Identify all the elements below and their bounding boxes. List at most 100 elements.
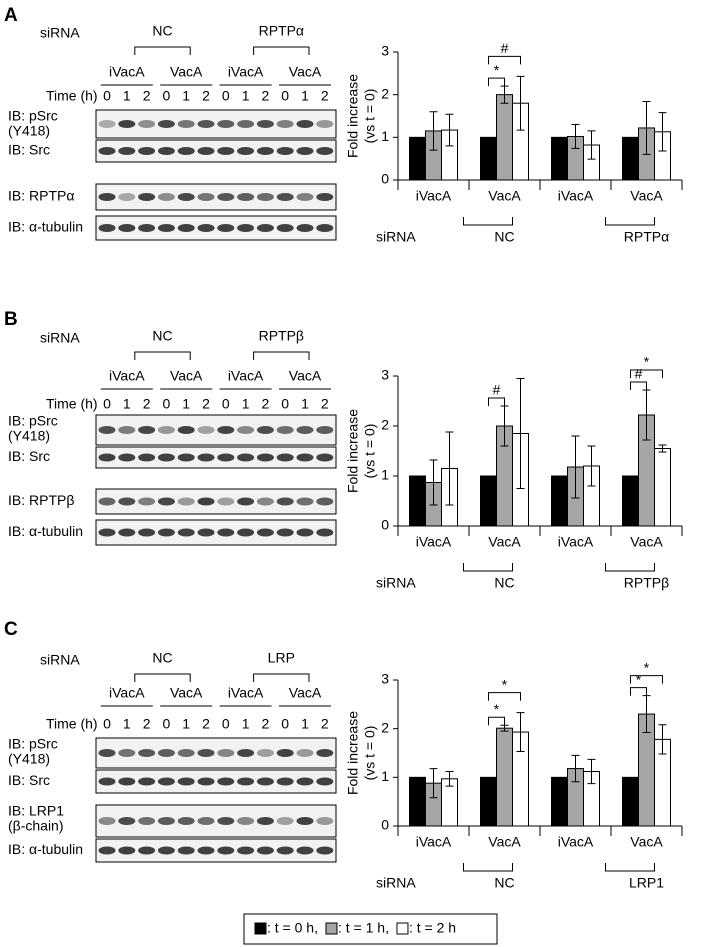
y-tick-label: 1 — [381, 467, 389, 483]
blot-row-label: (Y418) — [8, 751, 50, 767]
blot-band — [237, 147, 255, 155]
bar — [551, 776, 568, 827]
time-label: 1 — [301, 88, 309, 104]
sirna-label: siRNA — [376, 875, 416, 891]
blot-band — [316, 453, 334, 462]
significance-mark: * — [644, 354, 650, 370]
blot-band — [217, 147, 235, 155]
blot-band — [237, 193, 255, 201]
blot-band — [138, 749, 156, 757]
time-label: 1 — [242, 88, 250, 104]
blot-band — [98, 497, 116, 506]
time-label: 0 — [281, 88, 289, 104]
blot-box — [95, 737, 337, 769]
blot-band — [197, 817, 215, 825]
blot-row-label: IB: RPTPβ — [8, 492, 74, 508]
blot-band — [118, 817, 136, 825]
y-tick-label: 3 — [381, 671, 389, 687]
time-label: 1 — [123, 716, 131, 732]
blot-band — [256, 846, 274, 855]
blot-band — [157, 147, 175, 155]
group-bracket — [253, 351, 310, 360]
blot-band — [296, 453, 314, 462]
blot-band — [276, 426, 294, 434]
blot-band — [316, 426, 334, 434]
x-tick-label: iVacA — [416, 834, 452, 850]
time-label: 1 — [123, 88, 131, 104]
group-bracket — [134, 673, 191, 682]
blot-band — [118, 777, 136, 786]
blot-band — [276, 777, 294, 786]
blot-band — [316, 193, 334, 201]
y-axis-label: Fold increase — [345, 711, 361, 795]
blot-band — [256, 120, 274, 128]
blot-band — [237, 453, 255, 462]
blot-band — [237, 749, 255, 757]
time-label: 0 — [103, 716, 111, 732]
y-axis-label: (vs t = 0) — [362, 424, 378, 479]
time-label: 0 — [222, 396, 230, 412]
error-bar — [429, 459, 438, 506]
blot-band — [316, 846, 334, 855]
x-tick-label: VacA — [488, 188, 521, 204]
blot-band — [217, 817, 235, 825]
blot-box — [95, 183, 337, 211]
blot-band — [256, 453, 274, 462]
significance-bracket — [630, 675, 663, 684]
x-tick-label: VacA — [488, 534, 521, 550]
time-axis-label: Time (h) — [46, 88, 98, 104]
subgroup-label: VacA — [289, 685, 322, 701]
significance-mark: # — [493, 382, 501, 398]
time-label: 0 — [222, 716, 230, 732]
subgroup-label: VacA — [289, 368, 322, 384]
error-bar — [429, 768, 438, 799]
legend-swatch — [325, 922, 338, 935]
blot-band — [157, 497, 175, 506]
significance-bracket — [488, 77, 505, 87]
y-tick-label: 1 — [381, 128, 389, 144]
blot-band — [296, 120, 314, 128]
group-label: RPTPβ — [624, 575, 669, 591]
time-label: 0 — [103, 88, 111, 104]
group-bracket — [253, 673, 310, 682]
sirna-label: siRNA — [40, 25, 80, 41]
group-label: NC — [494, 575, 514, 591]
sirna-label: siRNA — [376, 575, 416, 591]
panel-letter: B — [4, 309, 18, 330]
time-label: 2 — [143, 716, 151, 732]
blot-band — [256, 749, 274, 757]
blot-band — [316, 497, 334, 506]
blot-band — [237, 846, 255, 855]
blot-band — [276, 224, 294, 232]
blot-band — [118, 497, 136, 506]
subgroup-label: VacA — [170, 64, 203, 80]
error-bar — [658, 444, 667, 453]
blot-band — [237, 817, 255, 825]
blot-band — [118, 528, 136, 537]
legend-label: : t = 2 h — [409, 920, 456, 936]
group-bracket — [253, 46, 310, 55]
blot-row-label: IB: pSrc — [8, 736, 58, 752]
blot-band — [197, 497, 215, 506]
blot-band — [98, 193, 116, 201]
blot-band — [276, 846, 294, 855]
blot-band — [197, 749, 215, 757]
blot-band — [197, 147, 215, 155]
blot-band — [157, 817, 175, 825]
bar — [480, 475, 497, 527]
time-axis-label: Time (h) — [46, 716, 98, 732]
bar — [496, 727, 513, 827]
significance-mark: * — [502, 676, 508, 692]
group-label: NC — [152, 23, 172, 39]
group-bracket — [605, 563, 655, 572]
blot-band — [138, 777, 156, 786]
blot-band — [118, 120, 136, 128]
blot-band — [177, 120, 195, 128]
blot-band — [217, 846, 235, 855]
time-label: 2 — [321, 396, 329, 412]
legend-label: : t = 1 h, — [338, 920, 389, 936]
blot-band — [177, 817, 195, 825]
blot-band — [98, 224, 116, 232]
significance-mark: # — [501, 40, 509, 56]
blot-band — [98, 528, 116, 537]
